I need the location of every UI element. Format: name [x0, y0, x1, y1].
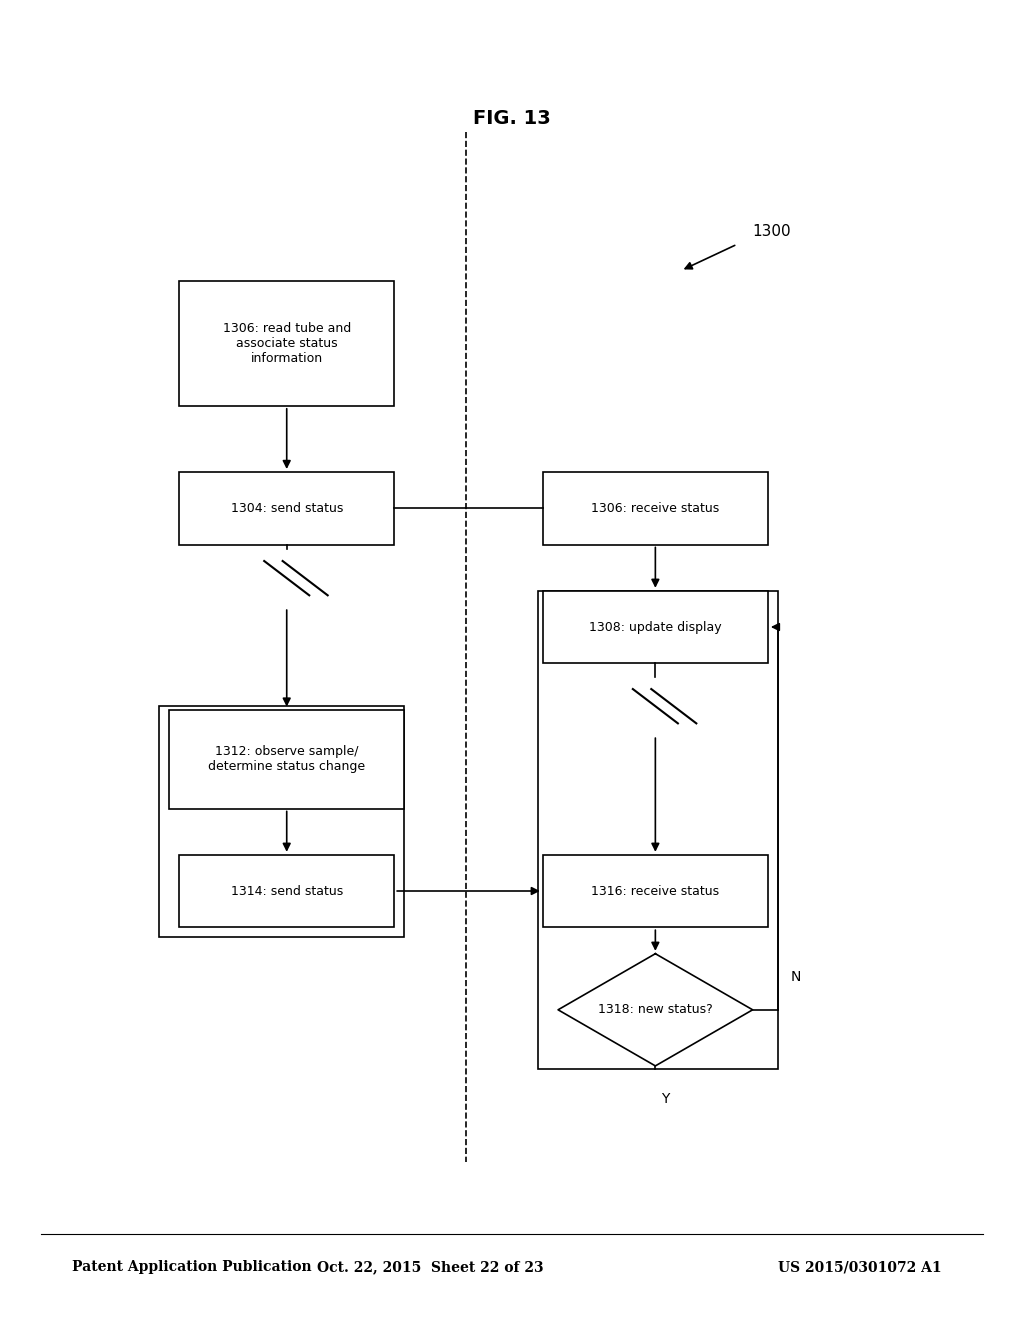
Bar [538, 591, 778, 1069]
Text: N: N [791, 970, 801, 983]
Text: 1304: send status: 1304: send status [230, 502, 343, 515]
Text: 1306: read tube and
associate status
information: 1306: read tube and associate status inf… [222, 322, 351, 364]
Text: US 2015/0301072 A1: US 2015/0301072 A1 [778, 1261, 942, 1274]
Text: FIG. 13: FIG. 13 [473, 110, 551, 128]
Bar [543, 471, 768, 544]
Text: 1308: update display: 1308: update display [589, 620, 722, 634]
Text: 1318: new status?: 1318: new status? [598, 1003, 713, 1016]
Bar [159, 706, 404, 937]
Text: Patent Application Publication: Patent Application Publication [72, 1261, 311, 1274]
Bar [179, 281, 394, 407]
Text: Y: Y [662, 1092, 670, 1106]
Polygon shape [558, 953, 753, 1067]
Text: 1314: send status: 1314: send status [230, 884, 343, 898]
Bar [179, 855, 394, 928]
Text: 1316: receive status: 1316: receive status [591, 884, 720, 898]
Text: 1300: 1300 [753, 223, 792, 239]
Text: Oct. 22, 2015  Sheet 22 of 23: Oct. 22, 2015 Sheet 22 of 23 [316, 1261, 544, 1274]
Bar [169, 710, 404, 808]
Text: 1306: receive status: 1306: receive status [591, 502, 720, 515]
Bar [179, 471, 394, 544]
Bar [543, 590, 768, 663]
Bar [543, 855, 768, 928]
Text: 1312: observe sample/
determine status change: 1312: observe sample/ determine status c… [208, 744, 366, 774]
